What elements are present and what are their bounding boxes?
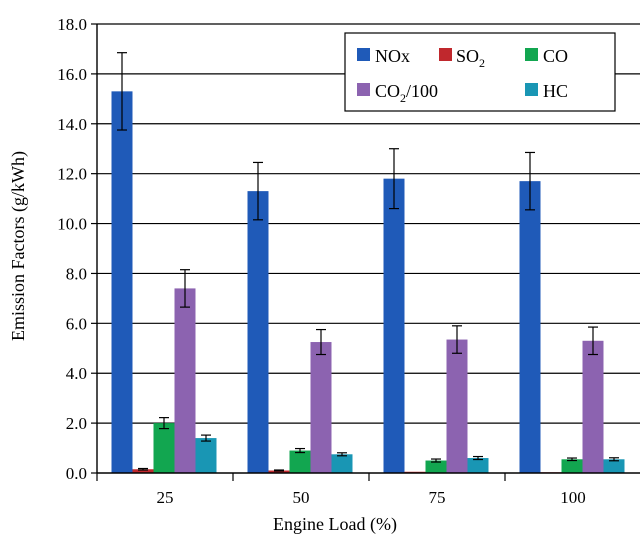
bar-co-75 (425, 460, 447, 473)
bar-hc-25 (195, 438, 217, 473)
x-tick-label: 100 (560, 488, 586, 507)
x-tick-labels: 25 50 75 100 (96, 473, 586, 507)
y-tick-label: 14.0 (57, 115, 87, 134)
legend-swatch-co2-100 (357, 83, 370, 96)
legend-label-subscript: 2 (479, 56, 485, 70)
x-tick-label: 25 (157, 488, 174, 507)
bar-co2-100-25 (174, 288, 196, 473)
y-tick-labels: 0.0 2.0 4.0 6.0 8.0 10.0 12.0 14.0 16.0 18.0 (57, 15, 97, 483)
legend-label-hc: HC (543, 81, 568, 101)
x-axis-title: Engine Load (%) (273, 514, 397, 535)
bar-nox-100 (519, 181, 541, 473)
legend-label-text: CO (375, 81, 400, 101)
legend-box (344, 32, 616, 112)
y-tick-label: 12.0 (57, 165, 87, 184)
x-tick-label: 50 (293, 488, 310, 507)
bar-co-25 (153, 423, 175, 473)
legend-label-co2-100: CO2/100 (375, 81, 438, 105)
y-tick-label: 8.0 (66, 264, 87, 283)
bars-group (111, 91, 625, 473)
bar-co2-100-50 (310, 342, 332, 473)
legend-label-subscript: 2 (400, 91, 406, 105)
y-tick-label: 2.0 (66, 414, 87, 433)
bar-nox-25 (111, 91, 133, 473)
legend-label-text: CO (543, 46, 568, 66)
y-axis-title: Emission Factors (g/kWh) (8, 151, 29, 341)
legend-label-so2: SO2 (456, 46, 485, 70)
bar-hc-100 (603, 459, 625, 473)
bar-nox-75 (383, 178, 405, 473)
bar-so2-25 (132, 469, 154, 473)
y-tick-label: 18.0 (57, 15, 87, 34)
bar-co-50 (289, 450, 311, 473)
legend-swatch-co (525, 48, 538, 61)
y-tick-label: 4.0 (66, 364, 87, 383)
legend-label-text: HC (543, 81, 568, 101)
legend-label-co: CO (543, 46, 568, 66)
legend-label-text: NOx (375, 46, 410, 66)
legend-swatch-so2 (439, 48, 452, 61)
legend-label-nox: NOx (375, 46, 410, 66)
bar-hc-50 (331, 454, 353, 473)
bar-co-100 (561, 459, 583, 473)
error-bars-group (117, 52, 619, 472)
y-tick-label: 0.0 (66, 464, 87, 483)
bar-co2-100-100 (582, 340, 604, 473)
legend-label-suffix: /100 (406, 81, 438, 101)
bar-nox-50 (247, 191, 269, 473)
y-tick-label: 6.0 (66, 314, 87, 333)
bar-so2-50 (268, 470, 290, 473)
x-tick-label: 75 (429, 488, 446, 507)
bar-hc-75 (467, 458, 489, 473)
legend-swatch-hc (525, 83, 538, 96)
legend-label-text: SO (456, 46, 479, 66)
y-tick-label: 10.0 (57, 215, 87, 234)
legend-swatch-nox (357, 48, 370, 61)
y-tick-label: 16.0 (57, 65, 87, 84)
bar-co2-100-75 (446, 339, 468, 473)
